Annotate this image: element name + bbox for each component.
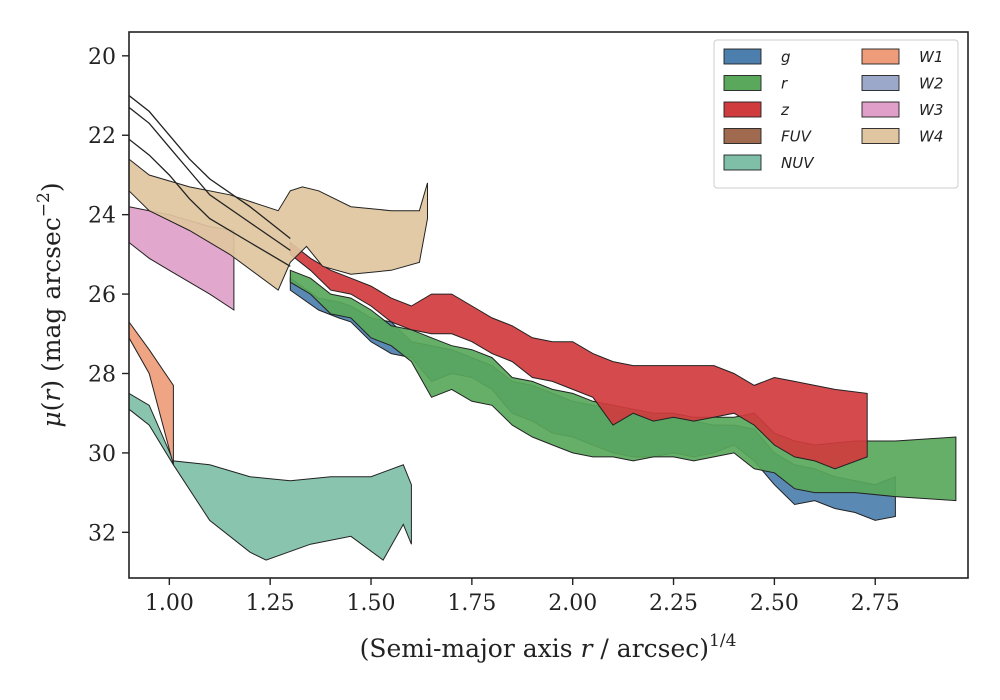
legend-swatch-w1 <box>861 48 900 65</box>
legend-swatch-nuv <box>723 154 762 171</box>
x-tick-label: 1.75 <box>447 591 496 616</box>
legend-label-z: z <box>780 101 790 119</box>
legend-label-w3: W3 <box>919 101 943 119</box>
legend-swatch-fuv <box>723 128 762 144</box>
profile-line-3 <box>129 138 291 267</box>
legend-label-r: r <box>781 75 788 93</box>
legend-swatch-r <box>723 75 762 91</box>
y-tick-label: 26 <box>88 283 116 308</box>
profile-lines <box>129 94 291 267</box>
y-tick-label: 22 <box>88 124 116 149</box>
y-tick-label: 32 <box>88 521 116 546</box>
x-tick-label: 2.50 <box>750 591 799 616</box>
profile-line-1 <box>129 94 291 240</box>
area-bands <box>129 158 957 561</box>
legend-label-nuv: NUV <box>781 154 815 172</box>
y-tick-label: 28 <box>88 362 116 387</box>
legend-label-w2: W2 <box>919 75 943 93</box>
x-tick-label: 2.00 <box>548 591 597 616</box>
legend-swatch-z <box>723 101 762 118</box>
x-tick-label: 2.75 <box>851 591 900 616</box>
x-tick-label: 2.25 <box>649 591 698 616</box>
plot-frame <box>128 31 969 579</box>
x-tick-label: 1.25 <box>246 591 295 616</box>
legend-label-w4: W4 <box>919 128 943 146</box>
x-axis-ticks: 1.00 1.25 1.50 1.75 2.00 2.25 2.50 2.75 <box>145 578 900 616</box>
legend-swatch-w4 <box>861 128 900 144</box>
y-tick-label: 24 <box>88 204 116 229</box>
y-axis-label: μ(r) (mag arcsec−2) <box>34 182 66 427</box>
y-axis-ticks: 20 22 24 26 28 30 32 <box>88 45 129 546</box>
legend: grz FUV NUV W1 W2 W3 W4 <box>713 39 959 189</box>
band-w4 <box>129 158 428 291</box>
legend-swatch-g <box>723 48 762 65</box>
legend-label-g: g <box>781 48 791 66</box>
band-z <box>289 241 868 470</box>
band-w1 <box>129 321 174 465</box>
legend-swatch-w2 <box>861 75 900 91</box>
profile-line-2 <box>129 106 291 251</box>
x-tick-label: 1.50 <box>347 591 396 616</box>
band-nuv <box>129 392 412 561</box>
y-tick-label: 30 <box>88 442 116 467</box>
legend-label-fuv: FUV <box>781 128 813 146</box>
y-tick-label: 20 <box>88 45 116 70</box>
x-axis-label: (Semi-major axis r / arcsec)1/4 <box>360 631 737 663</box>
legend-label-w1: W1 <box>919 48 943 66</box>
legend-swatch-w3 <box>861 101 900 118</box>
x-tick-label: 1.00 <box>145 591 194 616</box>
